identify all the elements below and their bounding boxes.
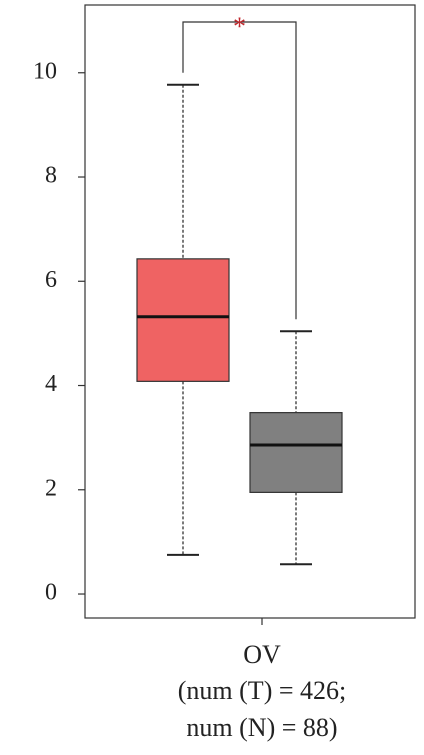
- y-tick-label: 8: [45, 163, 57, 189]
- significance-mark: *: [233, 12, 246, 41]
- y-tick-label: 10: [33, 58, 57, 84]
- x-tick-label: OV: [243, 640, 281, 669]
- significance-bracket: [182, 21, 297, 320]
- y-tick-label: 0: [45, 580, 57, 606]
- x-tick-note: (num (T) = 426;: [178, 676, 346, 705]
- box: [249, 412, 343, 493]
- y-tick-label: 4: [45, 371, 57, 397]
- y-tick-label: 2: [45, 475, 57, 501]
- y-tick-label: 6: [45, 267, 57, 293]
- plot-frame: [84, 4, 416, 619]
- box: [136, 258, 230, 382]
- x-tick-note: num (N) = 88): [186, 713, 337, 742]
